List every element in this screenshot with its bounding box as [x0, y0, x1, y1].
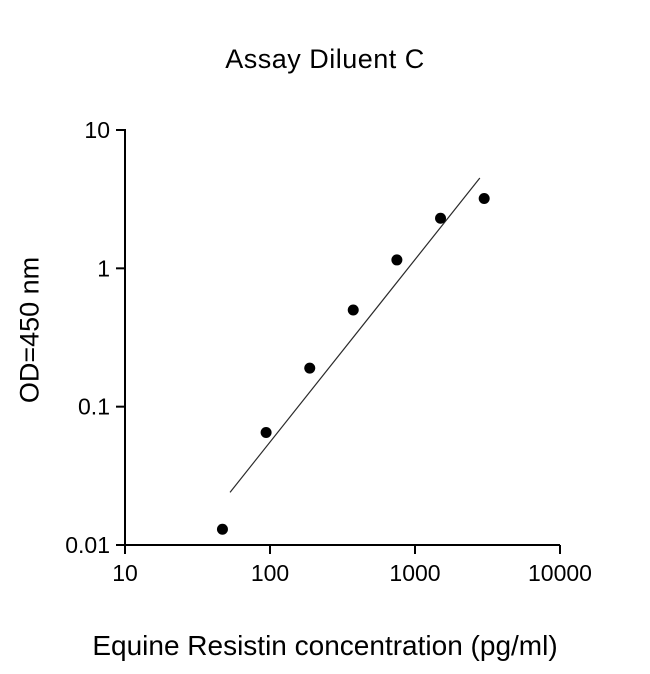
x-tick-label: 10	[112, 560, 138, 586]
chart-title: Assay Diluent C	[225, 44, 425, 74]
y-tick-label: 0.01	[65, 532, 110, 558]
x-tick-label: 100	[251, 560, 289, 586]
x-tick-label: 1000	[389, 560, 440, 586]
y-tick-label: 0.1	[78, 394, 110, 420]
y-tick-label: 1	[97, 255, 110, 281]
y-tick-label: 10	[84, 117, 110, 143]
data-point	[260, 427, 272, 439]
data-point	[216, 523, 228, 535]
data-point	[304, 362, 316, 374]
x-axis-label: Equine Resistin concentration (pg/ml)	[92, 630, 558, 661]
data-point	[347, 304, 359, 316]
x-tick-label: 10000	[528, 560, 592, 586]
data-point	[391, 254, 403, 266]
trend-line	[229, 177, 481, 493]
data-point	[435, 212, 447, 224]
data-point	[478, 192, 490, 204]
